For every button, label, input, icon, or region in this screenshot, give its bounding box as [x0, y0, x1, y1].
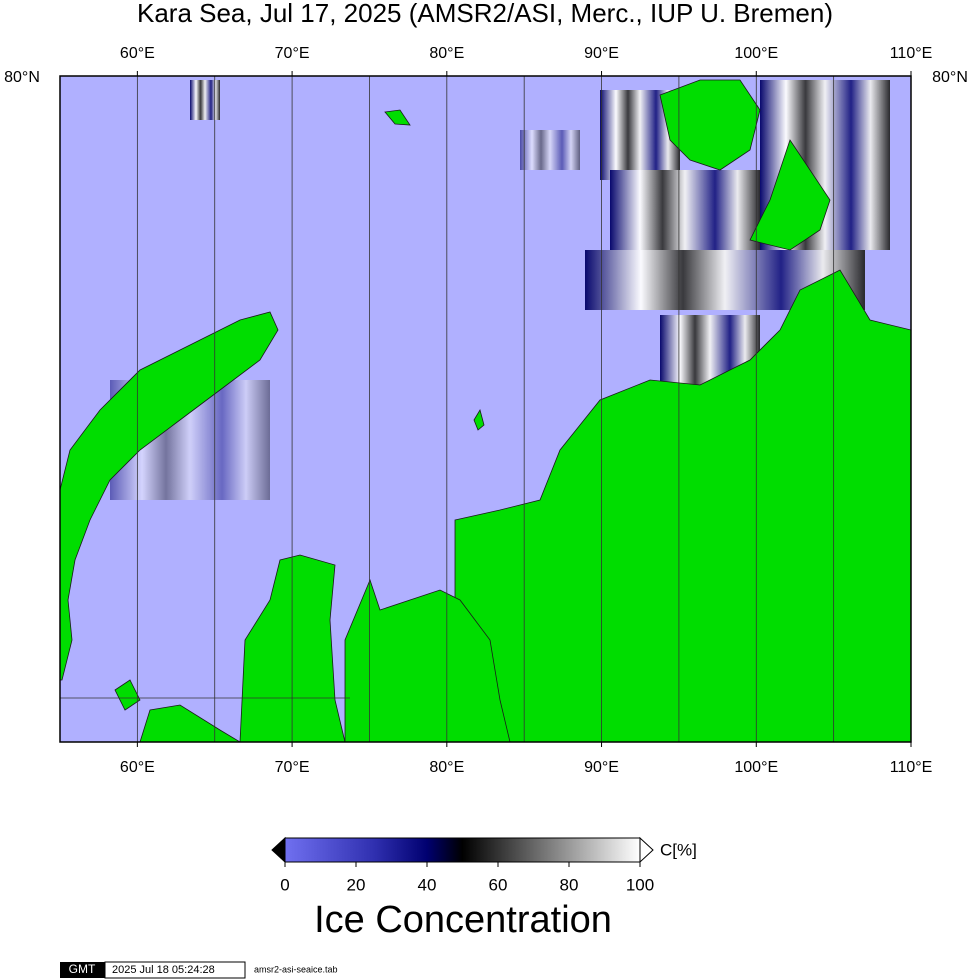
severnaya-zemlya: [659, 79, 761, 171]
colorbar-tick-label: 100: [626, 875, 654, 894]
yamal: [239, 554, 346, 742]
colorbar-title: Ice Concentration: [314, 899, 612, 941]
timestamp-box: [104, 961, 246, 979]
lat-label: 80°N: [4, 69, 40, 86]
lon-label: 90°E: [584, 759, 619, 776]
novaya-zemlya: [60, 311, 279, 681]
lon-label: 70°E: [275, 759, 310, 776]
lon-label: 90°E: [584, 45, 619, 62]
colorbar-ramp: [284, 837, 641, 863]
island: [114, 679, 141, 711]
gydan: [344, 578, 511, 742]
lon-label: 70°E: [275, 45, 310, 62]
footer: GMT 2025 Jul 18 05:24:28 amsr2-asi-seaic…: [60, 961, 338, 979]
island: [473, 408, 485, 431]
ice-patch: [190, 80, 220, 120]
filename: amsr2-asi-seaice.tab: [254, 964, 338, 974]
island: [384, 109, 411, 126]
ice-patch: [520, 130, 580, 170]
graticule: [60, 76, 835, 742]
title: Kara Sea, Jul 17, 2025 (AMSR2/ASI, Merc.…: [137, 0, 833, 28]
land: [60, 79, 911, 742]
colorbar-over: [639, 836, 654, 864]
lon-label: 110°E: [890, 45, 933, 62]
mainland: [454, 269, 911, 742]
logo-box: [60, 962, 105, 978]
colorbar-tick-label: 60: [489, 875, 508, 894]
lon-label: 60°E: [120, 759, 155, 776]
lon-label: 80°E: [429, 759, 464, 776]
lat-label: 80°N: [932, 69, 968, 86]
colorbar-under: [271, 836, 286, 864]
colorbar: C[%] Ice Concentration 0 20 40 60 80 100: [271, 836, 697, 941]
lon-label: 110°E: [890, 759, 933, 776]
map-frame: [59, 75, 912, 743]
colorbar-tick-label: 0: [280, 875, 289, 894]
lon-label: 100°E: [734, 45, 778, 62]
lon-label: 60°E: [120, 45, 155, 62]
lon-label: 80°E: [429, 45, 464, 62]
ice-patch: [610, 170, 760, 250]
timestamp: 2025 Jul 18 05:24:28: [112, 964, 215, 976]
logo: GMT: [69, 962, 96, 976]
colorbar-tick-label: 40: [418, 875, 437, 894]
severnaya-zemlya: [749, 139, 831, 251]
colorbar-tick-label: 20: [347, 875, 366, 894]
map: [60, 76, 911, 742]
colorbar-unit: C[%]: [660, 840, 697, 859]
colorbar-tick-label: 80: [560, 875, 579, 894]
lon-label: 100°E: [734, 759, 778, 776]
